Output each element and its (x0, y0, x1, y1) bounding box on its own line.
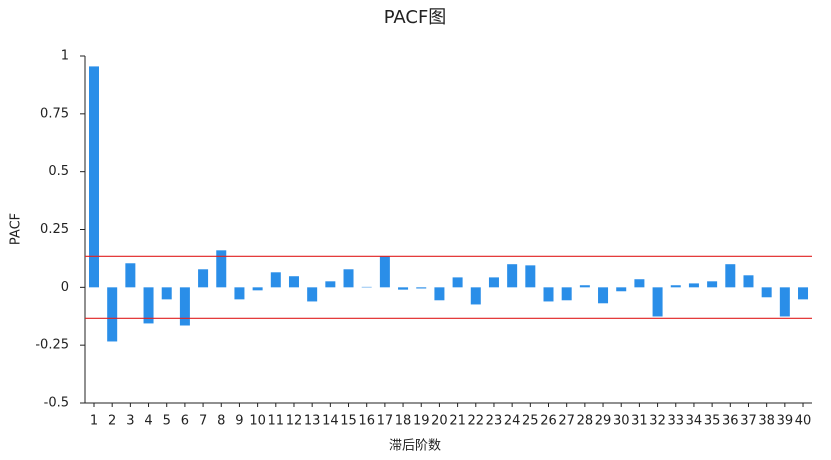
bar (325, 281, 336, 288)
x-tick-label: 23 (486, 414, 503, 429)
y-axis-label: PACF (9, 213, 24, 245)
bar (234, 287, 245, 300)
x-tick-label: 12 (286, 414, 303, 429)
bar (525, 265, 536, 288)
x-axis-label: 滞后阶数 (389, 439, 441, 454)
bar (579, 285, 590, 288)
x-tick-label: 32 (649, 414, 666, 429)
x-tick-label: 30 (613, 414, 630, 429)
x-tick-label: 29 (595, 414, 612, 429)
x-tick-label: 37 (740, 414, 757, 429)
x-tick-label: 40 (795, 414, 812, 429)
x-tick-label: 8 (217, 414, 225, 429)
x-tick-label: 2 (108, 414, 116, 429)
x-tick-label: 16 (358, 414, 375, 429)
y-tick-label: 0.25 (40, 222, 69, 237)
bar (107, 287, 118, 342)
x-tick-label: 21 (449, 414, 466, 429)
bar (779, 287, 790, 317)
x-tick-label: 6 (181, 414, 189, 429)
x-tick-label: 19 (413, 414, 430, 429)
y-tick-label: 0.5 (48, 164, 69, 179)
bar (216, 250, 227, 288)
x-tick-label: 14 (322, 414, 339, 429)
bar (761, 287, 772, 298)
bar (652, 287, 663, 317)
x-tick-label: 31 (631, 414, 648, 429)
bar (307, 287, 318, 302)
bar (398, 287, 409, 290)
bar (125, 263, 136, 288)
bar (707, 281, 718, 288)
bar (634, 279, 645, 288)
x-tick-label: 20 (431, 414, 448, 429)
bar (416, 287, 427, 289)
x-tick-label: 17 (377, 414, 394, 429)
x-tick-label: 27 (558, 414, 575, 429)
bar (725, 264, 736, 288)
y-tick-label: 0.75 (40, 106, 69, 121)
bar (252, 287, 263, 291)
bar (161, 287, 172, 300)
x-tick-label: 5 (163, 414, 171, 429)
x-tick-label: 36 (722, 414, 739, 429)
bar (507, 264, 518, 288)
x-tick-label: 26 (540, 414, 557, 429)
chart-title: PACF图 (384, 7, 447, 28)
bar (89, 66, 99, 288)
bar (452, 277, 463, 288)
bar (598, 287, 609, 304)
bar (798, 287, 809, 300)
bar (379, 256, 390, 288)
bar (434, 287, 445, 301)
x-tick-label: 10 (249, 414, 266, 429)
bar (270, 272, 281, 288)
x-tick-label: 33 (667, 414, 684, 429)
y-tick-label: 1 (61, 49, 69, 64)
x-tick-label: 22 (468, 414, 485, 429)
bar (543, 287, 554, 302)
bar (670, 285, 681, 288)
bar (198, 269, 209, 288)
x-tick-label: 34 (686, 414, 703, 429)
bar (343, 269, 354, 288)
x-tick-label: 38 (758, 414, 775, 429)
bar (743, 275, 754, 288)
x-tick-label: 35 (704, 414, 721, 429)
bar (143, 287, 154, 324)
x-tick-label: 4 (144, 414, 152, 429)
x-tick-label: 7 (199, 414, 207, 429)
x-tick-label: 25 (522, 414, 539, 429)
y-tick-label: -0.5 (44, 396, 69, 411)
bar (561, 287, 572, 301)
x-tick-label: 18 (395, 414, 412, 429)
x-tick-label: 24 (504, 414, 521, 429)
x-tick-label: 15 (340, 414, 357, 429)
bar (616, 287, 627, 292)
x-tick-label: 11 (268, 414, 285, 429)
bar (179, 287, 190, 326)
bar (488, 277, 499, 288)
bar (470, 287, 481, 305)
x-tick-label: 3 (126, 414, 134, 429)
x-tick-label: 39 (777, 414, 794, 429)
y-tick-label: 0 (61, 280, 69, 295)
x-tick-label: 1 (90, 414, 98, 429)
x-tick-label: 13 (304, 414, 321, 429)
x-tick-label: 9 (235, 414, 243, 429)
y-tick-label: -0.25 (35, 338, 69, 353)
x-tick-label: 28 (577, 414, 594, 429)
bar (288, 276, 299, 288)
bar (361, 286, 372, 288)
bar (688, 283, 699, 288)
